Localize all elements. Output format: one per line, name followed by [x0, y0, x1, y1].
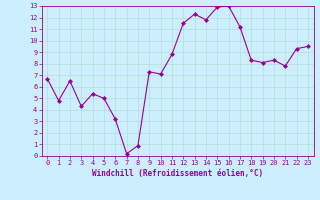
- X-axis label: Windchill (Refroidissement éolien,°C): Windchill (Refroidissement éolien,°C): [92, 169, 263, 178]
